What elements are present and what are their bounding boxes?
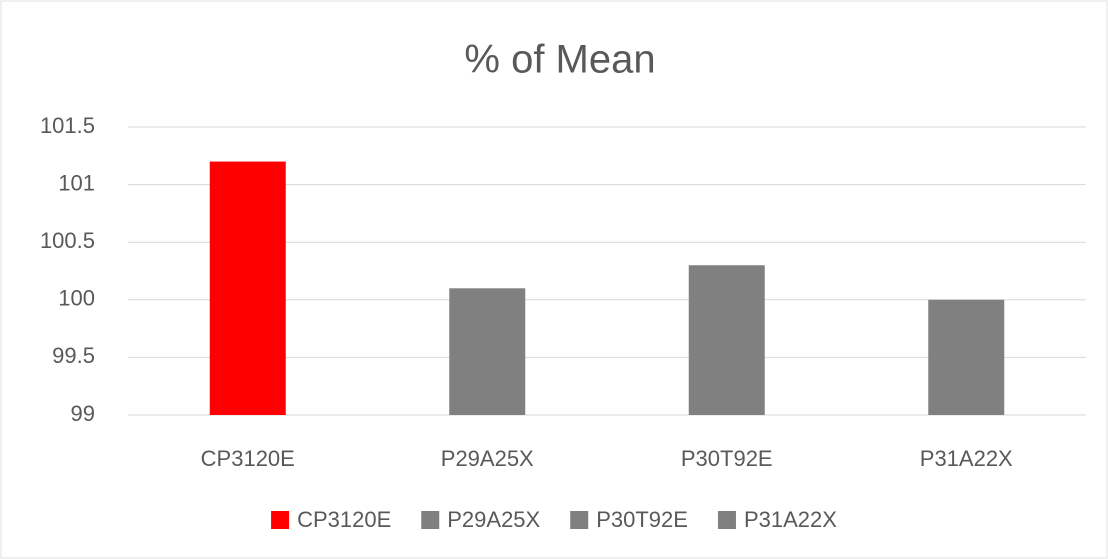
bar bbox=[449, 288, 526, 415]
bar bbox=[928, 299, 1005, 415]
y-tick-label: 101.5 bbox=[40, 113, 95, 138]
chart-title: % of Mean bbox=[464, 38, 655, 82]
y-tick-label: 101 bbox=[58, 170, 95, 195]
x-tick-label: P30T92E bbox=[681, 446, 773, 471]
x-tick-label: P31A22X bbox=[920, 446, 1013, 471]
y-tick-label: 100 bbox=[58, 286, 95, 311]
legend-label: P31A22X bbox=[744, 507, 837, 532]
legend-label: P30T92E bbox=[596, 507, 688, 532]
y-tick-label: 100.5 bbox=[40, 228, 95, 253]
legend-swatch bbox=[717, 511, 736, 529]
legend-label: P29A25X bbox=[447, 507, 540, 532]
y-tick-label: 99.5 bbox=[52, 343, 95, 368]
legend-label: CP3120E bbox=[297, 507, 391, 532]
bar bbox=[209, 161, 286, 415]
y-tick-label: 99 bbox=[71, 401, 95, 426]
bar bbox=[688, 265, 765, 415]
x-tick-label: P29A25X bbox=[441, 446, 534, 471]
x-tick-label: CP3120E bbox=[201, 446, 295, 471]
legend-swatch bbox=[570, 511, 589, 529]
legend-swatch bbox=[421, 511, 440, 529]
legend-swatch bbox=[271, 511, 290, 529]
